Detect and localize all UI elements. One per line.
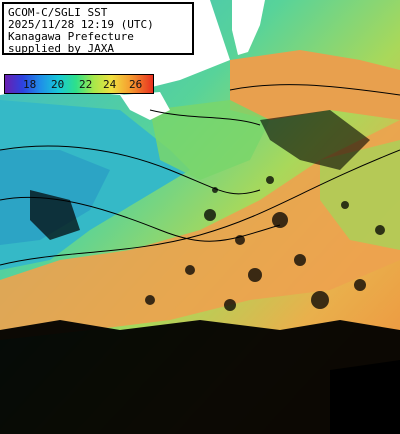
satellite-label: GCOM-C/SGLI SST [8,6,108,19]
warm-current-band [0,120,400,340]
credit-label: supplied by JAXA [8,42,114,55]
legend-tick: 20 [51,78,65,91]
color-legend: 18 20 22 24 26 [4,74,154,94]
land-izu-tip [120,92,170,120]
sst-contours [0,84,400,266]
legend-tick: 24 [103,78,117,91]
land-boso-peninsula [232,0,265,55]
legend-tick: 18 [23,78,37,91]
legend-tick: 22 [79,78,93,91]
timestamp: 2025/11/28 12:19 (UTC) [8,18,154,31]
legend-tick: 26 [129,78,143,91]
cloud-speckles [145,176,385,311]
region-label: Kanagawa Prefecture [8,30,134,43]
info-box: GCOM-C/SGLI SST 2025/11/28 12:19 (UTC) K… [2,2,194,55]
cloud-mask [0,110,400,434]
